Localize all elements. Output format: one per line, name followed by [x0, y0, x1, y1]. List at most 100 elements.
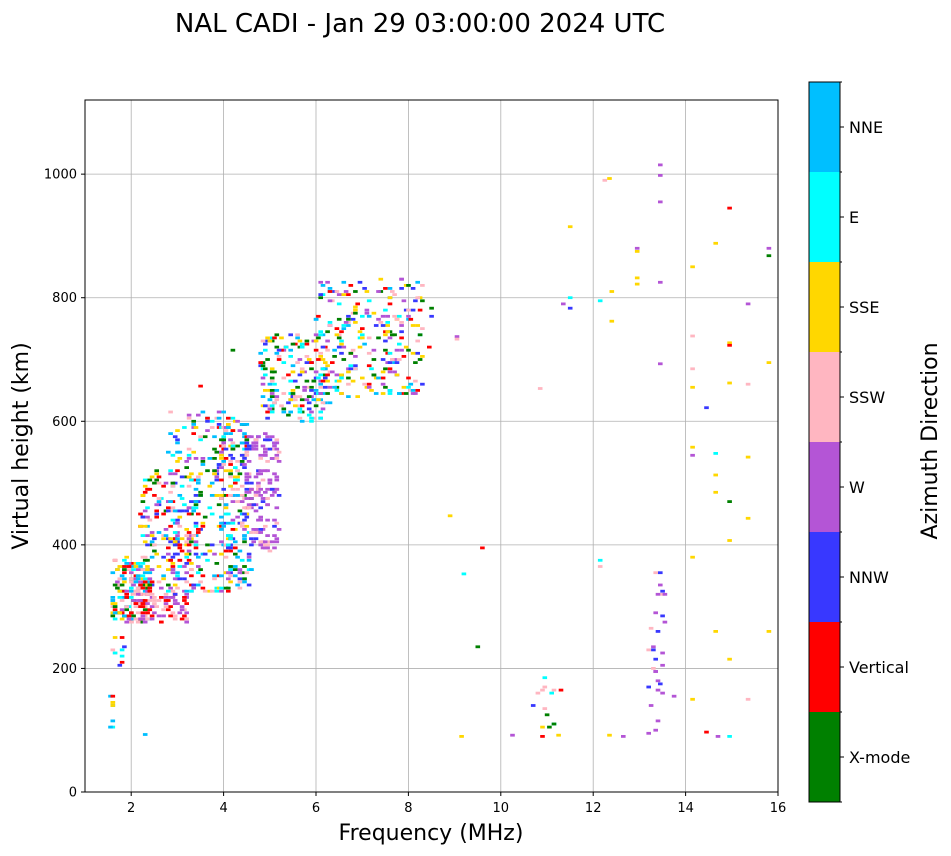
data-point [216, 503, 222, 507]
data-point [219, 521, 224, 525]
plot-background [85, 100, 778, 792]
data-point [304, 398, 310, 402]
data-point [320, 284, 326, 287]
data-point [246, 552, 252, 556]
data-point [246, 490, 252, 494]
data-point [189, 540, 194, 544]
data-point [239, 524, 245, 528]
data-point [394, 317, 400, 321]
data-point [129, 611, 134, 615]
data-point [207, 506, 213, 510]
data-point [219, 494, 224, 497]
data-point [362, 287, 367, 290]
data-point [316, 358, 321, 361]
data-point [263, 540, 268, 544]
data-point [272, 490, 277, 494]
data-point [191, 509, 196, 513]
data-point [182, 503, 187, 507]
data-point [299, 367, 305, 371]
data-point [366, 336, 372, 340]
data-point [140, 562, 146, 565]
data-point [274, 478, 280, 482]
data-point [124, 562, 129, 565]
data-point [149, 475, 155, 479]
data-point [313, 317, 319, 321]
data-point [323, 385, 328, 389]
data-point [186, 475, 192, 479]
data-point [653, 728, 658, 732]
data-point [727, 657, 732, 661]
data-point [133, 617, 139, 621]
data-point [226, 416, 231, 420]
data-point [658, 583, 663, 587]
data-point [142, 558, 148, 562]
data-point [202, 552, 208, 556]
data-point [226, 543, 231, 547]
data-point [163, 602, 169, 605]
data-point [406, 385, 411, 389]
colorbar-tick-label: NNE [849, 118, 883, 137]
data-point [387, 392, 393, 395]
data-point [154, 512, 159, 516]
data-point [119, 636, 125, 639]
x-tick-label: 6 [312, 801, 320, 816]
data-point [196, 481, 201, 485]
data-point [360, 314, 365, 318]
data-point [115, 586, 120, 590]
data-point [660, 589, 665, 593]
data-point [170, 518, 176, 522]
data-point [302, 385, 307, 389]
data-point [193, 494, 199, 497]
data-point [295, 385, 300, 389]
data-point [189, 500, 194, 503]
data-point [399, 287, 404, 290]
data-point [420, 284, 425, 287]
data-point [417, 296, 423, 300]
data-point [108, 725, 113, 729]
data-point [244, 515, 250, 519]
data-point [163, 592, 169, 596]
data-point [249, 543, 254, 547]
data-point [221, 463, 226, 466]
data-point [727, 206, 732, 210]
data-point [380, 324, 386, 327]
data-point [316, 398, 321, 402]
y-tick-label: 400 [52, 538, 77, 553]
data-point [233, 475, 238, 479]
data-point [727, 341, 732, 345]
data-point [140, 592, 146, 596]
data-point [547, 725, 552, 729]
data-point [530, 704, 536, 707]
data-point [567, 306, 573, 310]
data-point [253, 475, 259, 479]
data-point [417, 308, 423, 312]
data-point [690, 453, 695, 457]
data-point [235, 487, 240, 491]
data-point [316, 336, 321, 340]
data-point [392, 333, 397, 337]
data-point [207, 549, 213, 553]
data-point [658, 571, 663, 575]
data-point [119, 660, 125, 664]
data-point [394, 361, 400, 364]
data-point [193, 543, 199, 547]
data-point [387, 367, 393, 371]
data-point [727, 381, 732, 385]
data-point [336, 293, 342, 296]
data-point [226, 589, 231, 593]
data-point [202, 435, 208, 439]
data-point [205, 419, 210, 423]
data-point [607, 177, 612, 180]
data-point [274, 453, 280, 457]
colorbar-label: Azimuth Direction [918, 342, 943, 539]
data-point [172, 472, 178, 476]
data-point [147, 608, 153, 612]
data-point [122, 577, 127, 581]
data-point [198, 435, 203, 439]
data-point [172, 540, 178, 544]
data-point [260, 444, 266, 448]
data-point [267, 382, 273, 386]
data-point [200, 463, 206, 466]
data-point [239, 494, 245, 497]
y-tick-label: 600 [52, 415, 77, 430]
